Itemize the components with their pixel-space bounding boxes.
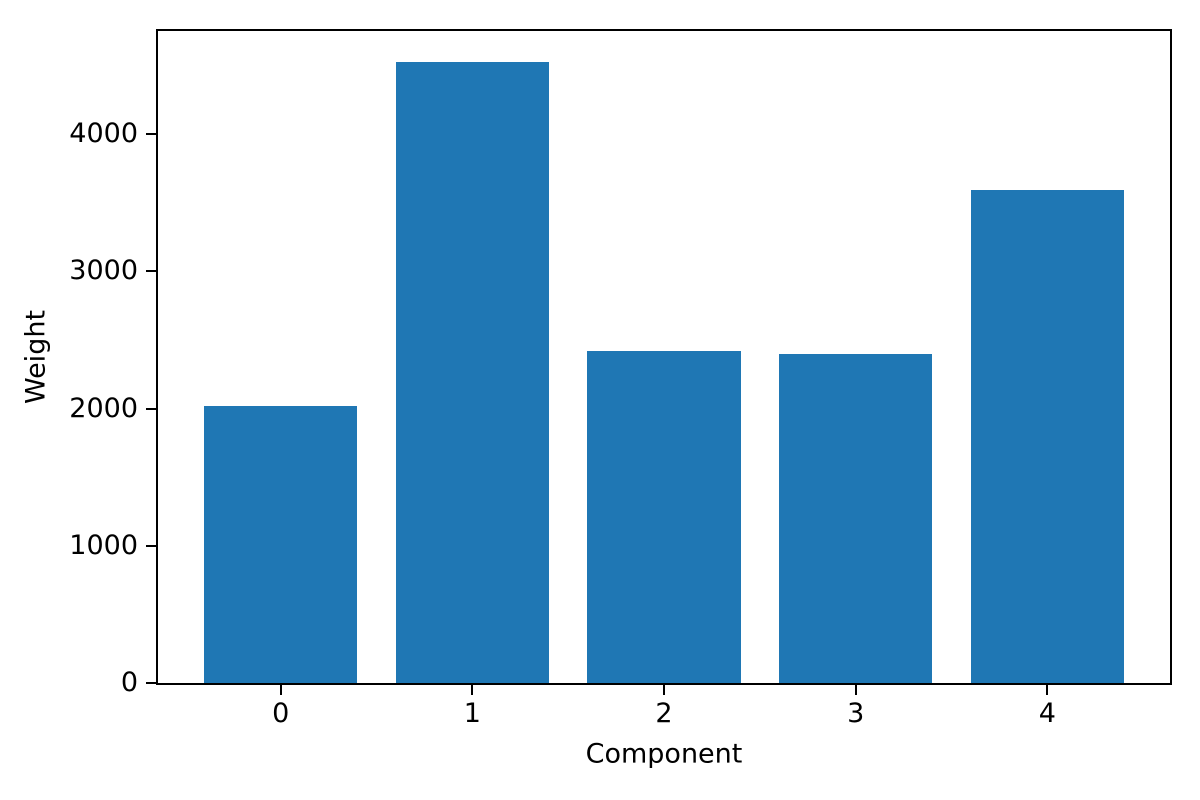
y-tick-label: 4000 bbox=[69, 117, 138, 149]
x-tick-label: 2 bbox=[655, 698, 673, 729]
x-tick-label: 1 bbox=[463, 698, 481, 729]
x-tick-label: 0 bbox=[272, 698, 290, 729]
y-tick-label: 0 bbox=[120, 667, 138, 698]
y-tick-label: 1000 bbox=[69, 529, 138, 561]
bar-component-2 bbox=[587, 350, 741, 683]
y-tick-mark bbox=[146, 132, 156, 135]
bar-component-0 bbox=[204, 406, 358, 683]
bar-component-3 bbox=[779, 353, 933, 683]
x-tick-mark bbox=[279, 685, 282, 695]
bar-component-1 bbox=[395, 61, 549, 683]
x-tick-mark bbox=[663, 685, 665, 695]
bar-component-4 bbox=[970, 189, 1124, 683]
plot-area: 0 1 2 3 4 0 1000 2000 3000 4000 bbox=[69, 29, 1172, 729]
y-tick-mark bbox=[146, 544, 156, 547]
y-tick-label: 3000 bbox=[69, 255, 138, 287]
x-tick-mark bbox=[471, 685, 474, 695]
x-tick-mark bbox=[854, 685, 857, 695]
y-axis-label: Weight bbox=[20, 309, 52, 405]
x-axis-label: Component bbox=[585, 738, 743, 770]
y-tick-label: 2000 bbox=[69, 392, 138, 424]
x-tick-label: 4 bbox=[1038, 698, 1056, 729]
y-tick-mark bbox=[146, 407, 156, 410]
y-tick-mark bbox=[146, 682, 156, 684]
x-tick-mark bbox=[1046, 685, 1049, 695]
x-tick-label: 3 bbox=[847, 698, 865, 729]
y-tick-mark bbox=[146, 270, 156, 273]
